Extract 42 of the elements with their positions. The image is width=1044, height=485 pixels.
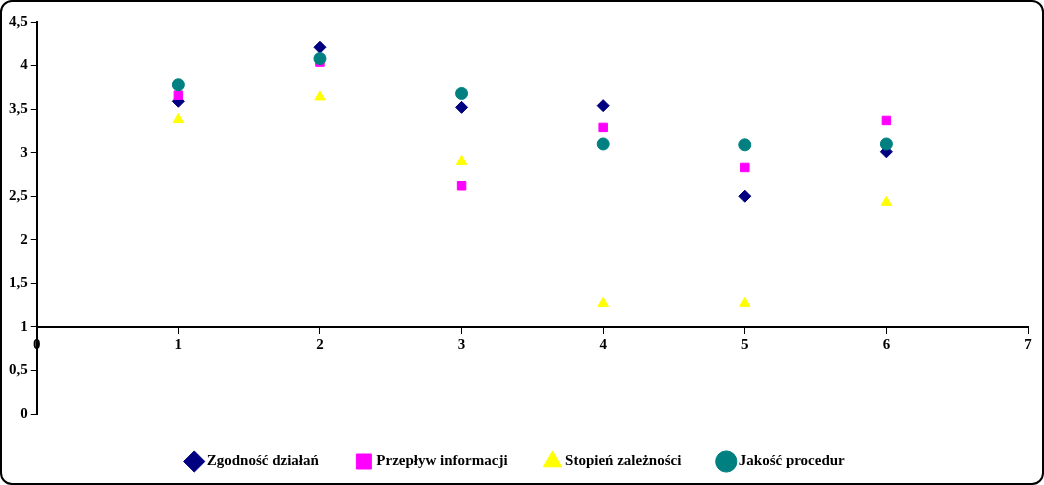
x-tick-label: 1 — [174, 335, 183, 352]
legend-label: Jakość procedur — [738, 452, 846, 469]
y-tick-label: 3,5 — [9, 99, 28, 116]
point — [880, 195, 893, 206]
point — [173, 90, 184, 100]
x-tick-label: 6 — [882, 335, 891, 352]
point — [596, 137, 610, 151]
y-tick-label: 2,5 — [9, 187, 28, 204]
y-tick-label: 4,5 — [9, 12, 28, 29]
point — [455, 86, 469, 100]
point — [313, 40, 327, 54]
point — [738, 189, 752, 203]
point — [172, 113, 185, 124]
point — [598, 122, 608, 133]
legend-label: Zgodność działań — [206, 452, 320, 469]
point — [881, 115, 892, 126]
y-tick-label: 2 — [20, 230, 28, 247]
point — [738, 138, 752, 152]
x-tick-label: 4 — [599, 335, 608, 352]
point — [455, 154, 468, 165]
y-tick-label: 4 — [20, 56, 29, 73]
point — [740, 162, 750, 173]
y-tick-label: 0,5 — [9, 361, 28, 378]
point — [456, 181, 467, 191]
point — [455, 100, 469, 114]
x-tick-label: 7 — [1024, 335, 1033, 352]
y-tick-label: 3 — [20, 143, 28, 160]
y-tick-label: 0 — [20, 404, 28, 421]
x-tick-label: 2 — [316, 335, 324, 352]
point — [313, 52, 327, 66]
point — [879, 137, 893, 151]
legend-label: Stopień zależności — [565, 452, 682, 469]
legend-label: Przepływ informacji — [376, 452, 508, 469]
y-tick-label: 1,5 — [9, 274, 28, 291]
point — [739, 296, 751, 307]
y-tick-label: 1 — [20, 317, 28, 334]
point — [597, 296, 609, 307]
point — [171, 78, 185, 92]
x-tick-label: 5 — [741, 335, 749, 352]
x-tick-label: 3 — [457, 335, 466, 352]
point — [596, 99, 610, 113]
point — [314, 90, 326, 101]
